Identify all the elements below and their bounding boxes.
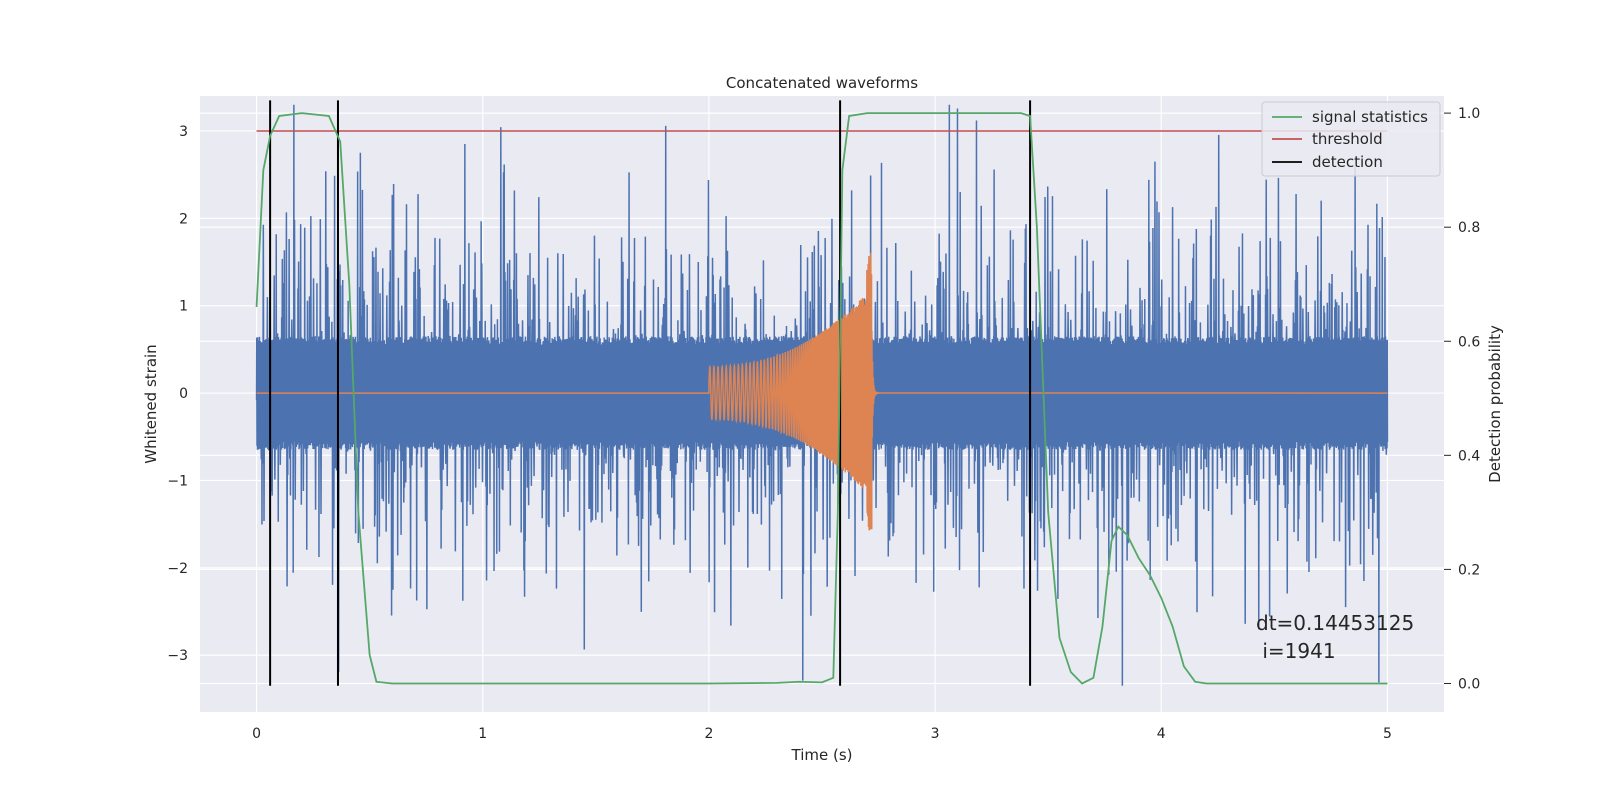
y-tick-label: 2 [179,211,188,227]
legend-box [1261,101,1441,177]
y2-tick-label: 0.0 [1458,676,1480,692]
y-tick-label: −3 [167,648,188,664]
y2-axis-label: Detection probability [1486,325,1504,483]
series-injected-signal-line [256,252,1388,531]
x-tick-label: 5 [1383,726,1392,742]
y-tick-label: −2 [167,561,188,577]
y-tick-label: 0 [179,386,188,402]
x-tick-label: 2 [704,726,713,742]
axis-ticks: 0 1 2 3 4 5 −3 −2 −1 0 1 2 3 0.0 0.2 0.4 0.6 0.8 1.0 [167,106,1480,742]
x-tick-label: 0 [252,726,261,742]
legend-label-signal-statistics: signal statistics [1312,108,1428,126]
legend: signal statistics threshold detection [1261,101,1441,177]
y2-tick-label: 0.2 [1458,562,1480,578]
y-tick-label: 1 [179,299,188,315]
legend-label-threshold: threshold [1312,130,1383,148]
x-tick-label: 4 [1157,726,1166,742]
y-tick-label: −1 [167,473,188,489]
y-tick-label: 3 [179,124,188,140]
chart-title: Concatenated waveforms [726,74,918,92]
y-axis-label: Whitened strain [142,344,160,463]
y2-tick-label: 0.6 [1458,334,1480,350]
x-tick-label: 3 [931,726,940,742]
y2-tick-label: 0.8 [1458,220,1480,236]
y2-tick-label: 1.0 [1458,106,1480,122]
plot-series [255,100,1389,686]
legend-label-detection: detection [1312,153,1383,171]
x-axis-label: Time (s) [791,746,853,764]
annotation-dt: dt=0.14453125 [1256,611,1414,635]
series-signal-statistics-line [255,112,1388,685]
annotation-index: i=1941 [1256,639,1336,663]
x-tick-label: 1 [478,726,487,742]
y2-tick-label: 0.4 [1458,448,1480,464]
